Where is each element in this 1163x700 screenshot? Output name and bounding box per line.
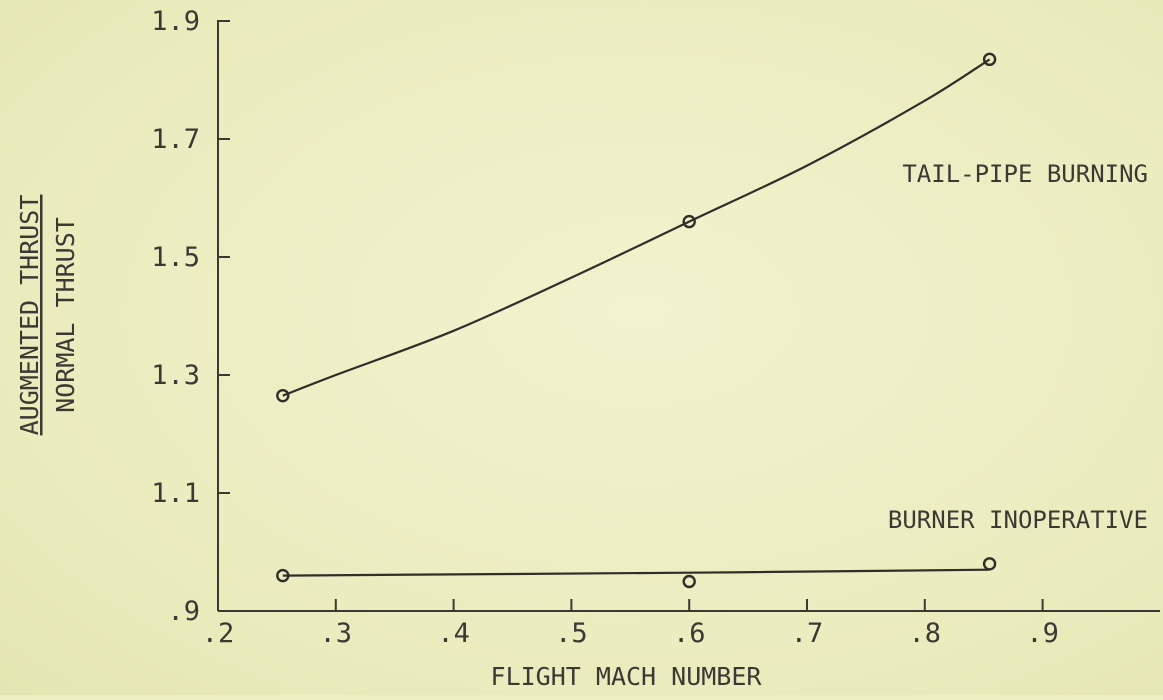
y-tick-label: 1.1 bbox=[151, 478, 200, 509]
data-point-tail-pipe-burning bbox=[276, 388, 290, 403]
series-line-burner-inoperative bbox=[282, 568, 990, 577]
data-point-burner-inoperative bbox=[982, 557, 997, 571]
x-tick-label: .5 bbox=[555, 618, 588, 649]
x-tick-label: .7 bbox=[791, 618, 824, 649]
x-axis-title: FLIGHT MACH NUMBER bbox=[491, 662, 763, 691]
data-point-burner-inoperative bbox=[682, 574, 696, 589]
x-tick-label: .4 bbox=[437, 618, 470, 649]
series-line-tail-pipe-burning bbox=[282, 58, 991, 397]
annotation-burner-inoperative: BURNER INOPERATIVE bbox=[888, 506, 1148, 534]
x-tick-label: .2 bbox=[202, 618, 235, 649]
y-tick-label: .9 bbox=[167, 596, 200, 627]
y-axis-title: AUGMENTED THRUST NORMAL THRUST bbox=[15, 195, 80, 436]
ticks: .2 .3 .4 .5 .6 .7 .8 .9 .9 1.1 1.3 1.5 1.7 1.9 bbox=[151, 6, 1059, 649]
data-point-tail-pipe-burning bbox=[982, 52, 997, 67]
y-axis-title-numerator: AUGMENTED THRUST bbox=[15, 195, 44, 436]
annotation-tail-pipe-burning: TAIL-PIPE BURNING bbox=[902, 160, 1148, 188]
x-tick-label: .3 bbox=[320, 618, 353, 649]
y-tick-label: 1.9 bbox=[151, 6, 200, 37]
data-point-burner-inoperative bbox=[276, 568, 290, 583]
x-tick-label: .6 bbox=[673, 618, 706, 649]
y-tick-label: 1.5 bbox=[151, 242, 200, 273]
y-tick-label: 1.3 bbox=[151, 360, 200, 391]
x-tick-label: .9 bbox=[1026, 618, 1059, 649]
series-points bbox=[276, 52, 997, 589]
data-point-tail-pipe-burning bbox=[682, 214, 696, 229]
x-tick-label: .8 bbox=[909, 618, 942, 649]
y-tick-label: 1.7 bbox=[151, 124, 200, 155]
y-axis-title-denominator: NORMAL THRUST bbox=[51, 217, 80, 413]
series-curves bbox=[282, 58, 991, 577]
